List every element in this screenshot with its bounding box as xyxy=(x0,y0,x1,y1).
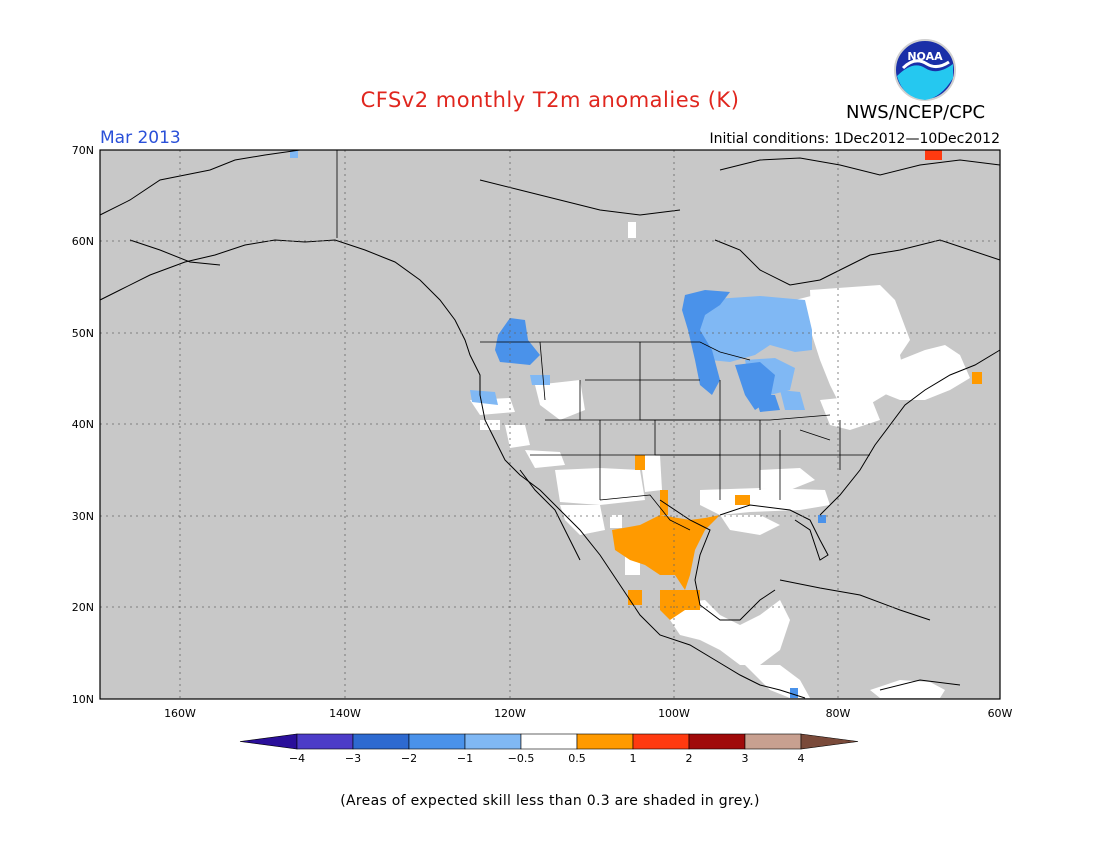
colorbar-arrow-high xyxy=(800,733,859,750)
hot-anomaly-areas xyxy=(925,150,942,160)
colorbar-label: −0.5 xyxy=(508,752,535,765)
longitude-axis: 160W 140W 120W 100W 80W 60W xyxy=(164,707,1012,720)
colorbar-swatch xyxy=(408,733,466,750)
colorbar-label: −1 xyxy=(457,752,473,765)
gridlines xyxy=(100,150,1000,699)
lon-label-60w: 60W xyxy=(988,707,1013,720)
near-normal-areas xyxy=(470,222,970,698)
colorbar-label: 1 xyxy=(630,752,637,765)
lon-label-100w: 100W xyxy=(658,707,690,720)
political-boundaries xyxy=(336,150,870,531)
map-border xyxy=(99,149,1001,700)
colorbar-label: −4 xyxy=(289,752,305,765)
colorbar-label: 0.5 xyxy=(568,752,586,765)
colorbar-swatch xyxy=(464,733,522,750)
colorbar-label: 3 xyxy=(742,752,749,765)
forecast-month: Mar 2013 xyxy=(100,128,181,148)
lat-label-50n: 50N xyxy=(72,327,94,340)
coastlines xyxy=(99,149,1001,699)
noaa-logo: NOAA xyxy=(893,38,957,102)
lon-label-140w: 140W xyxy=(329,707,361,720)
lat-label-10n: 10N xyxy=(72,693,94,706)
colorbar-label: 2 xyxy=(686,752,693,765)
noaa-logo-text: NOAA xyxy=(907,50,943,63)
colorbar-swatch xyxy=(688,733,746,750)
warm-anomaly-areas xyxy=(612,372,982,620)
colorbar-swatch xyxy=(744,733,802,750)
colorbar-label: 4 xyxy=(798,752,805,765)
colorbar-swatch xyxy=(352,733,410,750)
colorbar-label: −2 xyxy=(401,752,417,765)
lon-label-160w: 160W xyxy=(164,707,196,720)
lat-label-60n: 60N xyxy=(72,235,94,248)
lon-label-120w: 120W xyxy=(494,707,526,720)
lon-label-80w: 80W xyxy=(826,707,851,720)
colorbar: −4 −3 −2 −1 −0.5 0.5 1 2 3 4 xyxy=(239,733,859,765)
colorbar-swatch xyxy=(632,733,690,750)
colorbar-swatch xyxy=(576,733,634,750)
skill-footnote: (Areas of expected skill less than 0.3 a… xyxy=(340,793,760,809)
map-title: CFSv2 monthly T2m anomalies (K) xyxy=(360,88,740,112)
lat-label-70n: 70N xyxy=(72,144,94,157)
lat-label-30n: 30N xyxy=(72,510,94,523)
blue-anomaly-areas xyxy=(495,290,826,698)
colorbar-label: −3 xyxy=(345,752,361,765)
colorbar-swatch xyxy=(296,733,354,750)
lat-label-20n: 20N xyxy=(72,601,94,614)
latitude-axis: 70N 60N 50N 40N 30N 20N 10N xyxy=(72,144,94,706)
organization-label: NWS/NCEP/CPC xyxy=(846,102,986,123)
colorbar-arrow-low xyxy=(239,733,298,750)
colorbar-swatch xyxy=(520,733,578,750)
lat-label-40n: 40N xyxy=(72,418,94,431)
initial-conditions: Initial conditions: 1Dec2012—10Dec2012 xyxy=(709,131,1000,147)
